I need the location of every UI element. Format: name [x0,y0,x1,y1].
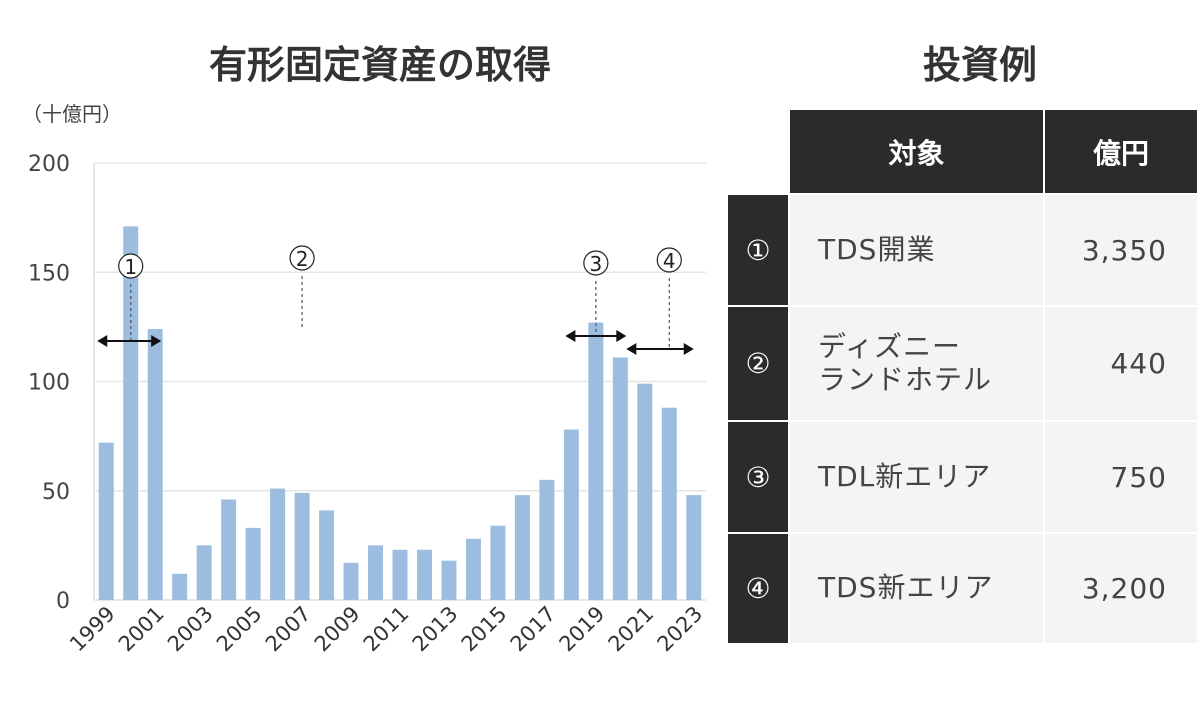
bar-2007 [294,492,310,600]
bar-2015 [490,525,506,600]
bar-2011 [392,549,408,600]
y-tick-label: 0 [56,589,70,614]
bar-2009 [343,562,359,600]
row-number: ④ [728,534,788,643]
bar-2019 [588,322,604,600]
bar-2022 [661,407,677,600]
row-target: ディズニー ランドホテル [790,307,1043,420]
bar-2010 [368,545,384,600]
arrow-head-left [97,335,108,347]
bar-2017 [539,479,555,600]
row-target: TDS開業 [790,195,1043,305]
x-tick-label: 2013 [408,602,463,657]
bar-2012 [416,549,432,600]
bar-chart: 0 50 100 150 200 1999200120032005200720092011… [28,152,708,657]
annotation-label: 1 [124,255,137,279]
arrow-head-right [616,330,627,342]
annotation-circle [583,250,609,276]
x-tick-label: 2005 [212,602,267,657]
x-tick-label: 2003 [163,602,218,657]
header-target: 対象 [790,110,1043,193]
header-amount: 億円 [1045,110,1197,193]
y-tick-label: 50 [42,480,70,505]
bar-1999 [98,442,114,600]
table-title: 投資例 [922,43,1037,87]
x-tick-label: 2011 [359,602,414,657]
bar-2003 [196,545,212,600]
x-tick-label: 2015 [457,602,512,657]
bar-2018 [563,429,579,600]
row-amount: 440 [1045,307,1197,420]
bar-2008 [319,510,335,600]
row-target: TDL新エリア [790,422,1043,532]
arrow-head-left [626,343,637,355]
arrow-head-right [683,343,694,355]
bar-2020 [612,357,628,600]
y-tick-label: 100 [28,371,70,396]
annotation-label: 3 [589,252,602,276]
annotation-label: 4 [663,249,676,273]
row-amount: 3,350 [1045,195,1197,305]
arrow-head-right [151,335,162,347]
row-number: ③ [728,422,788,532]
arrow-head-left [565,330,576,342]
annotation-label: 2 [296,247,309,271]
x-tick-label: 2009 [310,602,365,657]
bar-2005 [245,527,261,600]
bar-2004 [221,499,237,600]
y-tick-label: 150 [28,261,70,286]
bar-2016 [514,495,530,600]
bar-2014 [465,538,481,600]
x-tick-label: 1999 [65,602,120,657]
row-amount: 3,200 [1045,534,1197,643]
y-axis-unit: （十億円） [22,102,122,126]
bar-2001 [147,329,163,600]
row-amount: 750 [1045,422,1197,532]
x-tick-label: 2001 [114,602,169,657]
row-target: TDS新エリア [790,534,1043,643]
bar-2023 [686,495,702,600]
chart-title: 有形固定資産の取得 [208,43,551,87]
bar-2021 [637,383,653,600]
x-tick-label: 2019 [555,602,610,657]
y-tick-label: 200 [28,152,70,177]
bar-2000 [123,226,139,601]
bar-2006 [270,488,286,600]
x-tick-label: 2023 [653,602,708,657]
annotation-circle [118,253,144,279]
annotation-circle [656,247,682,273]
x-tick-label: 2021 [604,602,659,657]
annotation-circle [289,245,315,271]
row-number: ② [728,307,788,420]
row-number: ① [728,195,788,305]
x-tick-label: 2007 [261,602,316,657]
bar-2013 [441,560,457,600]
bar-2002 [172,573,188,600]
x-tick-label: 2017 [506,602,561,657]
